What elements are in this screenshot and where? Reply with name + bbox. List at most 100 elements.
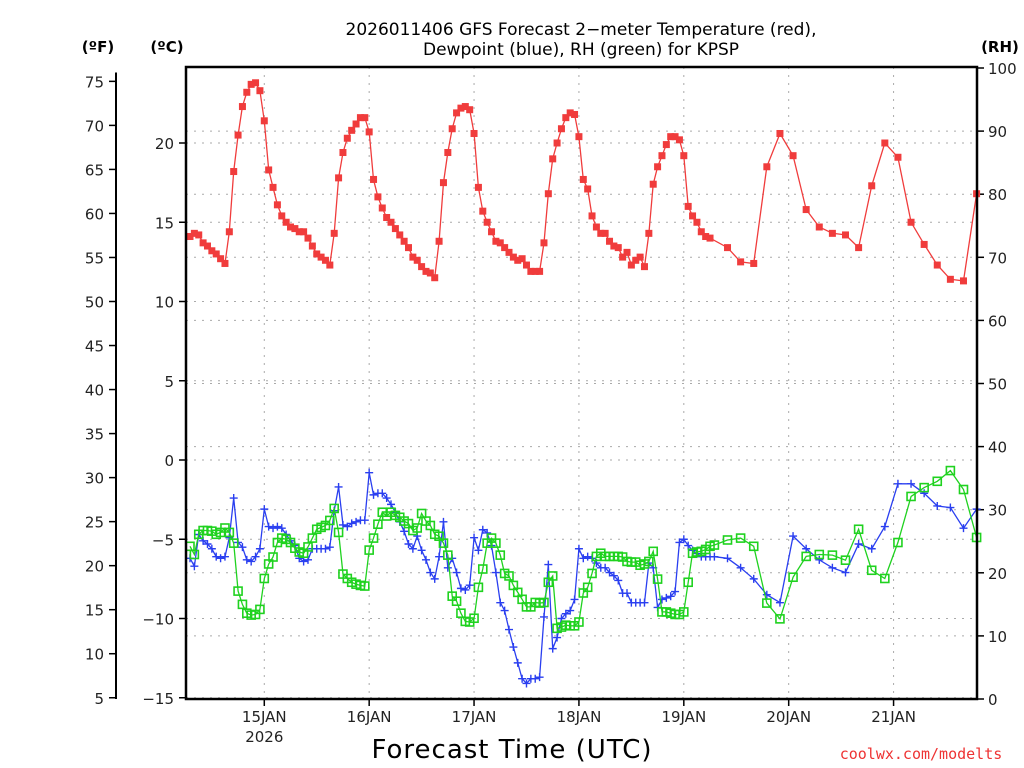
temperature-point bbox=[518, 255, 526, 263]
temperature-point bbox=[400, 237, 408, 245]
fahrenheit-tick-label: 75 bbox=[85, 73, 104, 91]
temperature-point bbox=[540, 239, 548, 247]
temperature-point bbox=[571, 110, 579, 118]
dewpoint-point bbox=[382, 494, 391, 503]
temperature-point bbox=[662, 141, 670, 149]
time-tick-sublabel: 2026 bbox=[245, 728, 283, 746]
rh-point bbox=[443, 550, 453, 560]
temperature-point bbox=[881, 139, 889, 147]
rh-unit-label: (RH) bbox=[981, 38, 1019, 56]
rh-point bbox=[477, 564, 488, 574]
rh-point bbox=[866, 565, 877, 576]
dewpoint-point bbox=[334, 482, 343, 491]
dewpoint-point bbox=[260, 505, 269, 514]
dewpoint-point bbox=[369, 490, 378, 499]
temperature-point bbox=[658, 152, 666, 160]
temperature-point bbox=[356, 114, 364, 122]
dewpoint-point bbox=[408, 544, 417, 553]
temperature-point bbox=[496, 239, 504, 247]
celsius-tick-label: −5 bbox=[152, 531, 174, 549]
temperature-point bbox=[667, 133, 675, 141]
rh-point bbox=[893, 537, 903, 548]
credit-link[interactable]: coolwx.com/modelts bbox=[840, 745, 1003, 763]
time-tick-label: 17JAN bbox=[452, 708, 497, 726]
rh-point bbox=[644, 556, 654, 567]
plot-series bbox=[185, 79, 982, 688]
rh-point bbox=[853, 524, 864, 535]
temperature-point bbox=[776, 129, 784, 137]
dewpoint-point bbox=[496, 598, 505, 607]
celsius-tick-label: 10 bbox=[155, 294, 174, 312]
dewpoint-point bbox=[657, 595, 666, 604]
temperature-point bbox=[592, 223, 600, 231]
dewpoint-point bbox=[421, 555, 430, 564]
dewpoint-point bbox=[762, 590, 771, 599]
dewpoint-point bbox=[640, 598, 649, 607]
dewpoint-point bbox=[220, 552, 229, 561]
rh-point bbox=[307, 533, 318, 543]
rh-point bbox=[329, 503, 340, 514]
rh-point bbox=[368, 533, 379, 543]
fahrenheit-tick-label: 10 bbox=[85, 646, 104, 664]
fahrenheit-tick-label: 65 bbox=[85, 161, 104, 179]
rh-point bbox=[364, 545, 374, 555]
temperature-point bbox=[247, 80, 255, 88]
temperature-point bbox=[610, 242, 618, 250]
temperature-point bbox=[697, 228, 705, 236]
dewpoint-point bbox=[531, 674, 540, 683]
rh-point bbox=[919, 482, 929, 493]
temperature-point bbox=[531, 267, 539, 275]
dewpoint-point bbox=[684, 541, 693, 550]
rh-point bbox=[303, 542, 313, 552]
dewpoint-point bbox=[679, 535, 688, 544]
dewpoint-point bbox=[212, 552, 221, 561]
temperature-point bbox=[597, 229, 605, 237]
temperature-point bbox=[352, 120, 360, 128]
temperature-point bbox=[230, 168, 238, 176]
rh-point bbox=[491, 538, 501, 548]
dewpoint-point bbox=[535, 673, 544, 682]
dewpoint-point bbox=[321, 544, 330, 553]
dewpoint-point bbox=[574, 544, 583, 553]
temperature-point bbox=[212, 250, 220, 258]
dewpoint-point bbox=[566, 606, 575, 615]
temperature-point bbox=[842, 231, 849, 239]
temperature-point bbox=[190, 229, 198, 237]
dewpoint-point bbox=[907, 479, 916, 488]
rh-point bbox=[762, 598, 772, 608]
temperature-point bbox=[396, 231, 404, 239]
rh-axis: 0 10 20 30 40 50 60 70 80 90 100 bbox=[977, 60, 1017, 709]
dewpoint-point bbox=[614, 576, 623, 585]
temperature-point bbox=[470, 129, 478, 137]
dewpoint-point bbox=[470, 533, 479, 542]
rh-point bbox=[788, 572, 798, 583]
temperature-point bbox=[313, 250, 321, 258]
rh-point bbox=[255, 604, 265, 615]
rh-tick-label: 80 bbox=[988, 186, 1007, 204]
rh-point bbox=[325, 515, 335, 526]
dewpoint-point bbox=[867, 544, 876, 553]
dewpoint-point bbox=[666, 592, 675, 601]
temperature-point bbox=[640, 263, 648, 271]
temperature-point bbox=[335, 174, 343, 182]
series-line bbox=[189, 472, 978, 685]
temperature-point bbox=[684, 202, 692, 210]
temperature-point bbox=[920, 240, 928, 248]
fahrenheit-axis: 5 10 15 20 25 30 35 40 45 50 55 60 65 70 75 bbox=[85, 72, 117, 708]
rh-point bbox=[679, 607, 689, 617]
rh-point bbox=[456, 608, 466, 618]
temperature-point bbox=[195, 231, 203, 239]
dewpoint-point bbox=[841, 568, 850, 577]
rh-tick-label: 40 bbox=[988, 439, 1007, 457]
title-line-1: 2026011406 GFS Forecast 2−meter Temperat… bbox=[346, 20, 817, 40]
temperature-point bbox=[326, 261, 334, 269]
temperature-point bbox=[435, 237, 443, 245]
temperature-point bbox=[632, 256, 640, 264]
dewpoint-point bbox=[190, 562, 199, 571]
rh-point bbox=[233, 586, 243, 596]
rh-point bbox=[359, 581, 370, 591]
temperature-point bbox=[234, 131, 242, 139]
celsius-tick-label: 5 bbox=[164, 373, 174, 391]
dewpoint-point bbox=[478, 525, 487, 534]
temperature-point bbox=[383, 213, 391, 221]
